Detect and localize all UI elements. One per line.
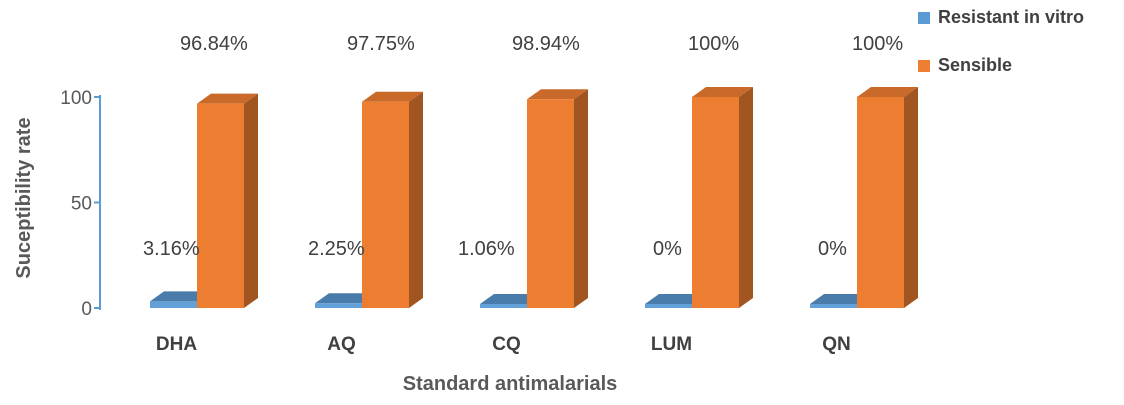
legend: Resistant in vitro Sensible <box>918 7 1084 75</box>
bar-top-face <box>810 294 871 304</box>
bar-cq-sensible <box>527 89 588 308</box>
data-label-resistant: 0% <box>653 238 682 260</box>
axis-layer: 0 50 100 <box>60 88 101 320</box>
bar-front-face <box>150 301 197 308</box>
data-label-sensible: 96.84% <box>180 33 248 55</box>
y-tick-label: 100 <box>60 88 92 109</box>
bar-top-face <box>692 87 753 97</box>
bar-front-face <box>197 103 244 308</box>
data-label-resistant: 1.06% <box>458 238 515 260</box>
x-tick-label: CQ <box>492 334 521 355</box>
bar-side-face <box>409 91 423 308</box>
x-axis-title: Standard antimalarials <box>403 373 618 395</box>
bar-top-face <box>315 293 376 304</box>
bar-top-face <box>197 93 258 104</box>
bar-top-face <box>480 294 541 304</box>
data-label-sensible: 98.94% <box>512 33 580 55</box>
legend-label: Resistant in vitro <box>938 7 1084 27</box>
bar-lum-sensible <box>692 87 753 308</box>
data-label-sensible: 100% <box>688 33 739 55</box>
x-tick-label: DHA <box>156 334 197 355</box>
x-tick-label: LUM <box>651 334 692 355</box>
bar-front-face <box>810 304 857 308</box>
y-tick-label: 0 <box>81 299 92 320</box>
bar-top-face <box>362 91 423 102</box>
legend-item-sensible: Sensible <box>918 55 1012 75</box>
bar-qn-sensible <box>857 87 918 308</box>
y-tick-label: 50 <box>71 194 92 215</box>
bar-side-face <box>244 93 258 308</box>
bar-side-face <box>904 87 918 308</box>
legend-swatch <box>918 12 930 24</box>
bar-front-face <box>857 97 904 308</box>
legend-item-resistant: Resistant in vitro <box>918 7 1084 27</box>
bar-front-face <box>645 304 692 308</box>
bar-top-face <box>150 291 211 302</box>
legend-swatch <box>918 60 930 72</box>
labels-layer: 3.16% 96.84% DHA 2.25% 97.75% AQ 1.06% 98.94% CQ… <box>143 33 903 355</box>
bar-top-face <box>857 87 918 97</box>
bars-layer <box>150 87 918 308</box>
bar-front-face <box>480 304 527 308</box>
x-tick-label: QN <box>822 334 851 355</box>
bar-front-face <box>315 303 362 308</box>
bar-top-face <box>527 89 588 100</box>
bar-front-face <box>362 101 409 308</box>
bar-side-face <box>574 89 588 308</box>
data-label-resistant: 3.16% <box>143 238 200 260</box>
data-label-resistant: 0% <box>818 238 847 260</box>
bar-front-face <box>692 97 739 308</box>
data-label-resistant: 2.25% <box>308 238 365 260</box>
bar-front-face <box>527 99 574 308</box>
data-label-sensible: 97.75% <box>347 33 415 55</box>
legend-label: Sensible <box>938 55 1012 75</box>
y-axis-title: Suceptibility rate <box>13 117 35 278</box>
bar-aq-sensible <box>362 91 423 308</box>
bar-dha-sensible <box>197 93 258 308</box>
data-label-sensible: 100% <box>852 33 903 55</box>
x-tick-label: AQ <box>327 334 356 355</box>
bar-top-face <box>645 294 706 304</box>
bar-side-face <box>739 87 753 308</box>
